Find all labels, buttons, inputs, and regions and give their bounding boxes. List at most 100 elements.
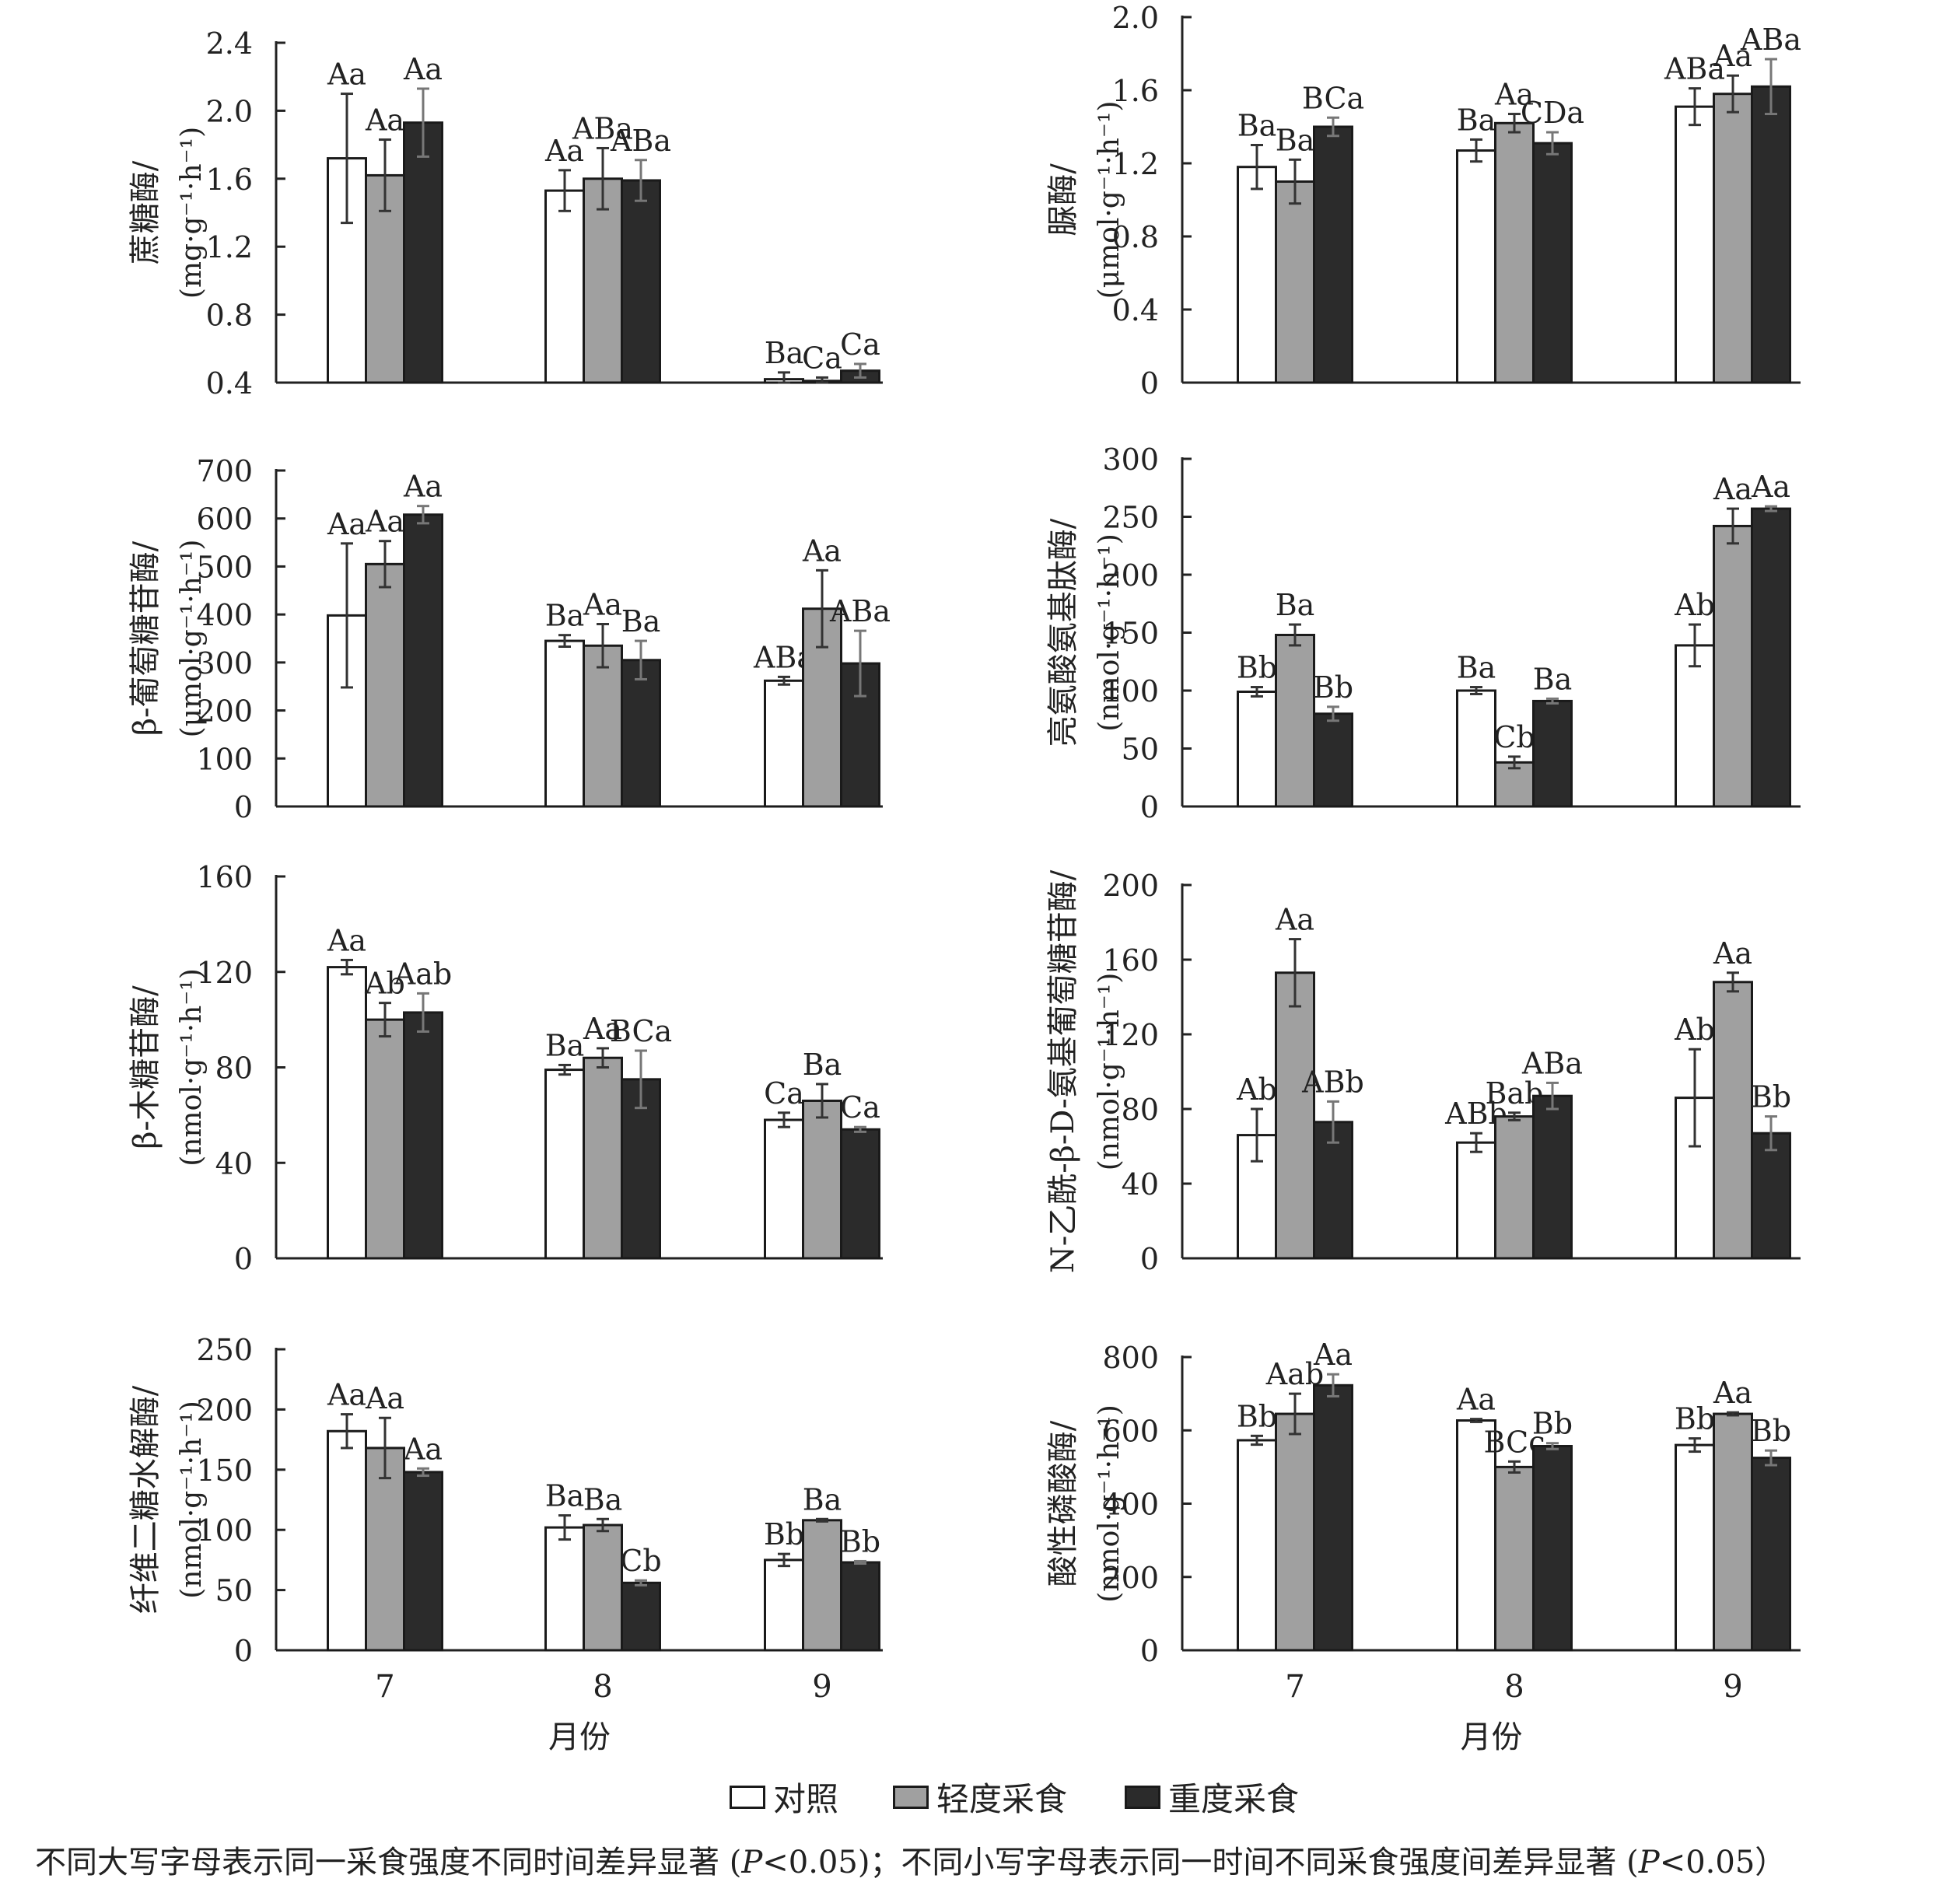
panel-3-bar-light-8 xyxy=(583,644,623,808)
panel-4-y-tick-label-2: 100 xyxy=(1102,674,1159,708)
panel-4-sig-label-control-9: Ab xyxy=(1674,588,1715,622)
panel-5-sig-label-control-8: Ba xyxy=(545,1028,585,1062)
panel-5-sig-label-light-9: Ba xyxy=(803,1048,842,1082)
panel-1-sig-label-heavy-8: ABa xyxy=(610,124,671,158)
panel-3-y-tick-label-4: 400 xyxy=(196,598,253,632)
panel-3-y-tick-label-1: 100 xyxy=(196,742,253,776)
panel-3-y-tick-label-3: 300 xyxy=(196,646,253,680)
panel-7-sig-label-light-9: Ba xyxy=(803,1482,842,1516)
panel-5-bar-light-7 xyxy=(365,1018,405,1260)
footnote-p2: P xyxy=(1638,1845,1660,1880)
panel-2-y-tick-label-1: 0.4 xyxy=(1112,293,1159,327)
panel-6-sig-label-light-9: Aa xyxy=(1713,936,1752,971)
panel-5-y-tick-label-2: 80 xyxy=(215,1051,253,1086)
panel-4-bar-heavy-9 xyxy=(1751,507,1791,808)
legend-swatch-light-grazing xyxy=(893,1785,929,1809)
panel-3-y-tick-label-0: 0 xyxy=(234,790,253,824)
panel-8-bar-light-9 xyxy=(1713,1412,1753,1652)
legend-label-light-grazing: 轻度采食 xyxy=(936,1780,1068,1818)
panel-7-bar-light-8 xyxy=(583,1523,623,1652)
panel-4-y-tick-label-1: 50 xyxy=(1122,733,1159,767)
panel-4-y-tick-label-5: 250 xyxy=(1102,501,1159,535)
panel-4-y-tick-label-6: 300 xyxy=(1102,443,1159,477)
panel-8-bar-heavy-9 xyxy=(1751,1457,1791,1652)
panel-3-y-tick-label-7: 700 xyxy=(196,454,253,488)
panel-5-y-tick-label-0: 0 xyxy=(234,1242,253,1276)
panel-4-y-tick-label-3: 150 xyxy=(1102,617,1159,651)
panel-8-x-axis-title: 月份 xyxy=(1461,1719,1523,1755)
panel-3-y-axis-title: β-葡萄糖苷酶/ xyxy=(128,540,163,736)
panel-6-bar-light-8 xyxy=(1494,1115,1535,1260)
panel-4-sig-label-heavy-9: Aa xyxy=(1751,470,1790,504)
panel-1-y-tick-label-3: 1.6 xyxy=(206,163,253,197)
legend-label-control: 对照 xyxy=(773,1780,839,1818)
panel-5-bar-light-8 xyxy=(583,1056,623,1260)
panel-2-y-tick-label-0: 0 xyxy=(1140,366,1159,401)
panel-7-x-tick-label-2: 9 xyxy=(812,1669,831,1705)
legend-swatch-heavy-grazing xyxy=(1125,1785,1160,1809)
panel-3-sig-label-control-8: Ba xyxy=(545,599,585,633)
panel-7-bar-control-8 xyxy=(544,1526,585,1652)
panel-6-y-axis-unit: (nmol·g⁻¹·h⁻¹) xyxy=(1094,973,1125,1171)
panel-4-sig-label-light-9: Aa xyxy=(1713,472,1752,506)
panel-2-sig-label-control-8: Ba xyxy=(1457,103,1496,137)
panel-2-sig-label-heavy-9: ABa xyxy=(1740,23,1801,57)
panel-6-bar-control-8 xyxy=(1456,1141,1496,1260)
legend-swatch-control xyxy=(730,1785,765,1809)
panel-3-bar-control-9 xyxy=(764,679,804,808)
panel-6-bar-heavy-8 xyxy=(1532,1094,1573,1260)
panel-2-y-tick-label-3: 1.2 xyxy=(1112,147,1159,181)
panel-4-y-axis-unit: (nmol·g⁻¹·h⁻¹) xyxy=(1094,533,1125,732)
panel-5-y-axis-title: β-木糖苷酶/ xyxy=(128,985,163,1149)
panel-7-sig-label-control-8: Ba xyxy=(545,1479,585,1513)
panel-3-bar-heavy-8 xyxy=(621,659,661,808)
panel-3-bar-control-8 xyxy=(544,639,585,808)
panel-2-bar-control-7 xyxy=(1237,166,1277,384)
panel-1-sig-label-heavy-9: Ca xyxy=(840,327,880,362)
panel-2-y-tick-label-2: 0.8 xyxy=(1112,220,1159,254)
panel-4-sig-label-light-8: Cb xyxy=(1493,720,1535,754)
panel-8-bar-light-8 xyxy=(1494,1465,1535,1652)
panel-1-y-tick-label-2: 1.2 xyxy=(206,230,253,264)
panel-8-sig-label-light-9: Aa xyxy=(1713,1376,1752,1410)
panel-6-sig-label-heavy-7: ABb xyxy=(1301,1065,1364,1099)
panel-8-sig-label-heavy-8: Bb xyxy=(1532,1407,1573,1441)
panel-4-sig-label-control-7: Bb xyxy=(1237,651,1277,685)
panel-2-y-axis-title: 脲酶/ xyxy=(1045,163,1081,236)
footnote-p1: P xyxy=(741,1845,763,1880)
panel-8-sig-label-control-8: Aa xyxy=(1456,1383,1496,1417)
panel-5-sig-label-control-7: Aa xyxy=(327,923,366,957)
panel-6-y-tick-label-0: 0 xyxy=(1140,1242,1159,1276)
panel-5-y-tick-label-3: 120 xyxy=(196,956,253,990)
panel-3-sig-label-heavy-7: Aa xyxy=(403,470,443,504)
panel-7-sig-label-control-9: Bb xyxy=(764,1517,804,1551)
panel-7-y-tick-label-5: 250 xyxy=(196,1333,253,1367)
panel-5-y-axis-unit: (nmol·g⁻¹·h⁻¹) xyxy=(176,968,208,1167)
legend-item-heavy-grazing: 重度采食 xyxy=(1125,1773,1299,1821)
panel-6-sig-label-control-9: Ab xyxy=(1674,1013,1715,1047)
panel-2-bar-light-8 xyxy=(1494,121,1535,384)
panel-3-y-axis-unit: (μmol·g⁻¹·h⁻¹) xyxy=(176,540,208,738)
panel-8-bar-heavy-7 xyxy=(1313,1384,1353,1652)
panel-6-sig-label-heavy-9: Bb xyxy=(1751,1080,1791,1114)
panel-6-y-tick-label-3: 120 xyxy=(1102,1018,1159,1052)
panel-8-y-tick-label-3: 600 xyxy=(1102,1414,1159,1448)
panel-5-sig-label-control-9: Ca xyxy=(764,1076,804,1111)
legend: 对照 轻度采食 重度采食 xyxy=(0,1773,1960,1828)
panel-4-bar-light-7 xyxy=(1275,633,1315,808)
panel-1-sig-label-control-8: Aa xyxy=(544,134,584,168)
panel-6-y-tick-label-2: 80 xyxy=(1122,1093,1159,1127)
panel-7-bar-light-9 xyxy=(802,1519,842,1652)
panel-7-x-tick-label-1: 8 xyxy=(593,1669,612,1705)
panel-1-y-axis-unit: (mg·g⁻¹·h⁻¹) xyxy=(176,127,208,299)
panel-8-y-axis-unit: (nmol·g⁻¹·h⁻¹) xyxy=(1094,1405,1125,1603)
panel-1-sig-label-heavy-7: Aa xyxy=(403,52,443,86)
panel-4-bar-heavy-8 xyxy=(1532,699,1573,808)
panel-8-y-tick-label-4: 800 xyxy=(1102,1341,1159,1375)
panel-1-y-tick-label-4: 2.0 xyxy=(206,94,253,128)
panel-3-bar-light-7 xyxy=(365,562,405,808)
panel-7-sig-label-heavy-8: Cb xyxy=(620,1544,661,1578)
panel-4-bar-control-7 xyxy=(1237,690,1277,808)
panel-6-sig-label-control-7: Ab xyxy=(1236,1072,1277,1107)
